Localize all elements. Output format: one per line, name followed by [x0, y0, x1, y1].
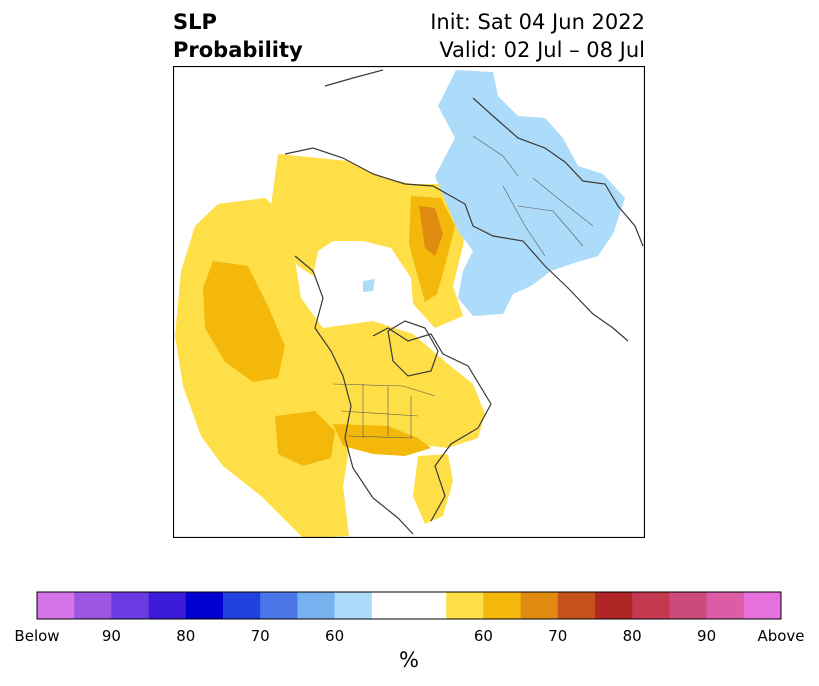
colorbar-segment — [297, 592, 336, 619]
eurasia-coast — [284, 69, 629, 342]
colorbar — [36, 591, 782, 620]
colorbar-segment — [37, 592, 75, 619]
probability-map — [173, 66, 645, 538]
colorbar-segment — [446, 592, 484, 619]
pacific-gold-region-south — [275, 411, 335, 466]
colorbar-tick-label: 80 — [176, 627, 196, 645]
map-title: SLP Probability — [173, 8, 303, 64]
borders — [332, 135, 594, 439]
colorbar-tick-label: Below — [14, 627, 60, 645]
eurasia-blue-region — [435, 70, 625, 316]
siberia-orange-region — [419, 206, 443, 256]
colorbar-segment — [111, 592, 150, 619]
title-quantity: Probability — [173, 38, 303, 62]
coastlines — [284, 69, 644, 535]
colorbar-segment — [595, 592, 633, 619]
colorbar-tick-label: 60 — [325, 627, 345, 645]
colorbar-segment — [371, 592, 410, 619]
colorbar-tick-label: 70 — [548, 627, 568, 645]
colorbar-segment — [223, 592, 261, 619]
small-blue-region — [363, 279, 375, 292]
colorbar-tick-label: 70 — [250, 627, 270, 645]
north-america-coast — [294, 255, 492, 535]
colorbar-segment — [185, 592, 224, 619]
north-america-yellow-region — [323, 321, 485, 448]
valid-range: Valid: 02 Jul – 08 Jul — [439, 38, 645, 62]
init-date: Init: Sat 04 Jun 2022 — [430, 10, 645, 34]
colorbar-tick-label: Above — [757, 627, 805, 645]
colorbar-unit-label: % — [399, 648, 419, 672]
colorbar-segment — [74, 592, 112, 619]
colorbar-segment — [483, 592, 522, 619]
title-variable: SLP — [173, 10, 217, 34]
colorbar-segment — [632, 592, 670, 619]
colorbar-segment — [520, 592, 559, 619]
us-gold-region — [333, 424, 431, 456]
colorbar-tick-label: 90 — [697, 627, 717, 645]
colorbar-tick-label: 90 — [101, 627, 121, 645]
europe-coast — [472, 97, 644, 247]
colorbar-segment — [706, 592, 745, 619]
southeast-yellow-region — [413, 454, 453, 524]
colorbar-segment — [260, 592, 298, 619]
colorbar-segment — [557, 592, 596, 619]
greenland-coast — [387, 320, 439, 377]
colorbar-tick-label: 60 — [473, 627, 493, 645]
colorbar-frame — [36, 591, 782, 620]
colorbar-segments — [37, 592, 782, 619]
colorbar-segment — [669, 592, 708, 619]
below-normal-shading — [363, 70, 625, 316]
colorbar-segment — [334, 592, 373, 619]
colorbar-segment — [148, 592, 187, 619]
map-dates: Init: Sat 04 Jun 2022 Valid: 02 Jul – 08… — [430, 8, 645, 64]
orange-shading — [419, 206, 443, 256]
pacific-gold-region — [203, 261, 285, 382]
colorbar-segment — [409, 592, 447, 619]
colorbar-tick-label: 80 — [622, 627, 642, 645]
colorbar-segment — [743, 592, 782, 619]
